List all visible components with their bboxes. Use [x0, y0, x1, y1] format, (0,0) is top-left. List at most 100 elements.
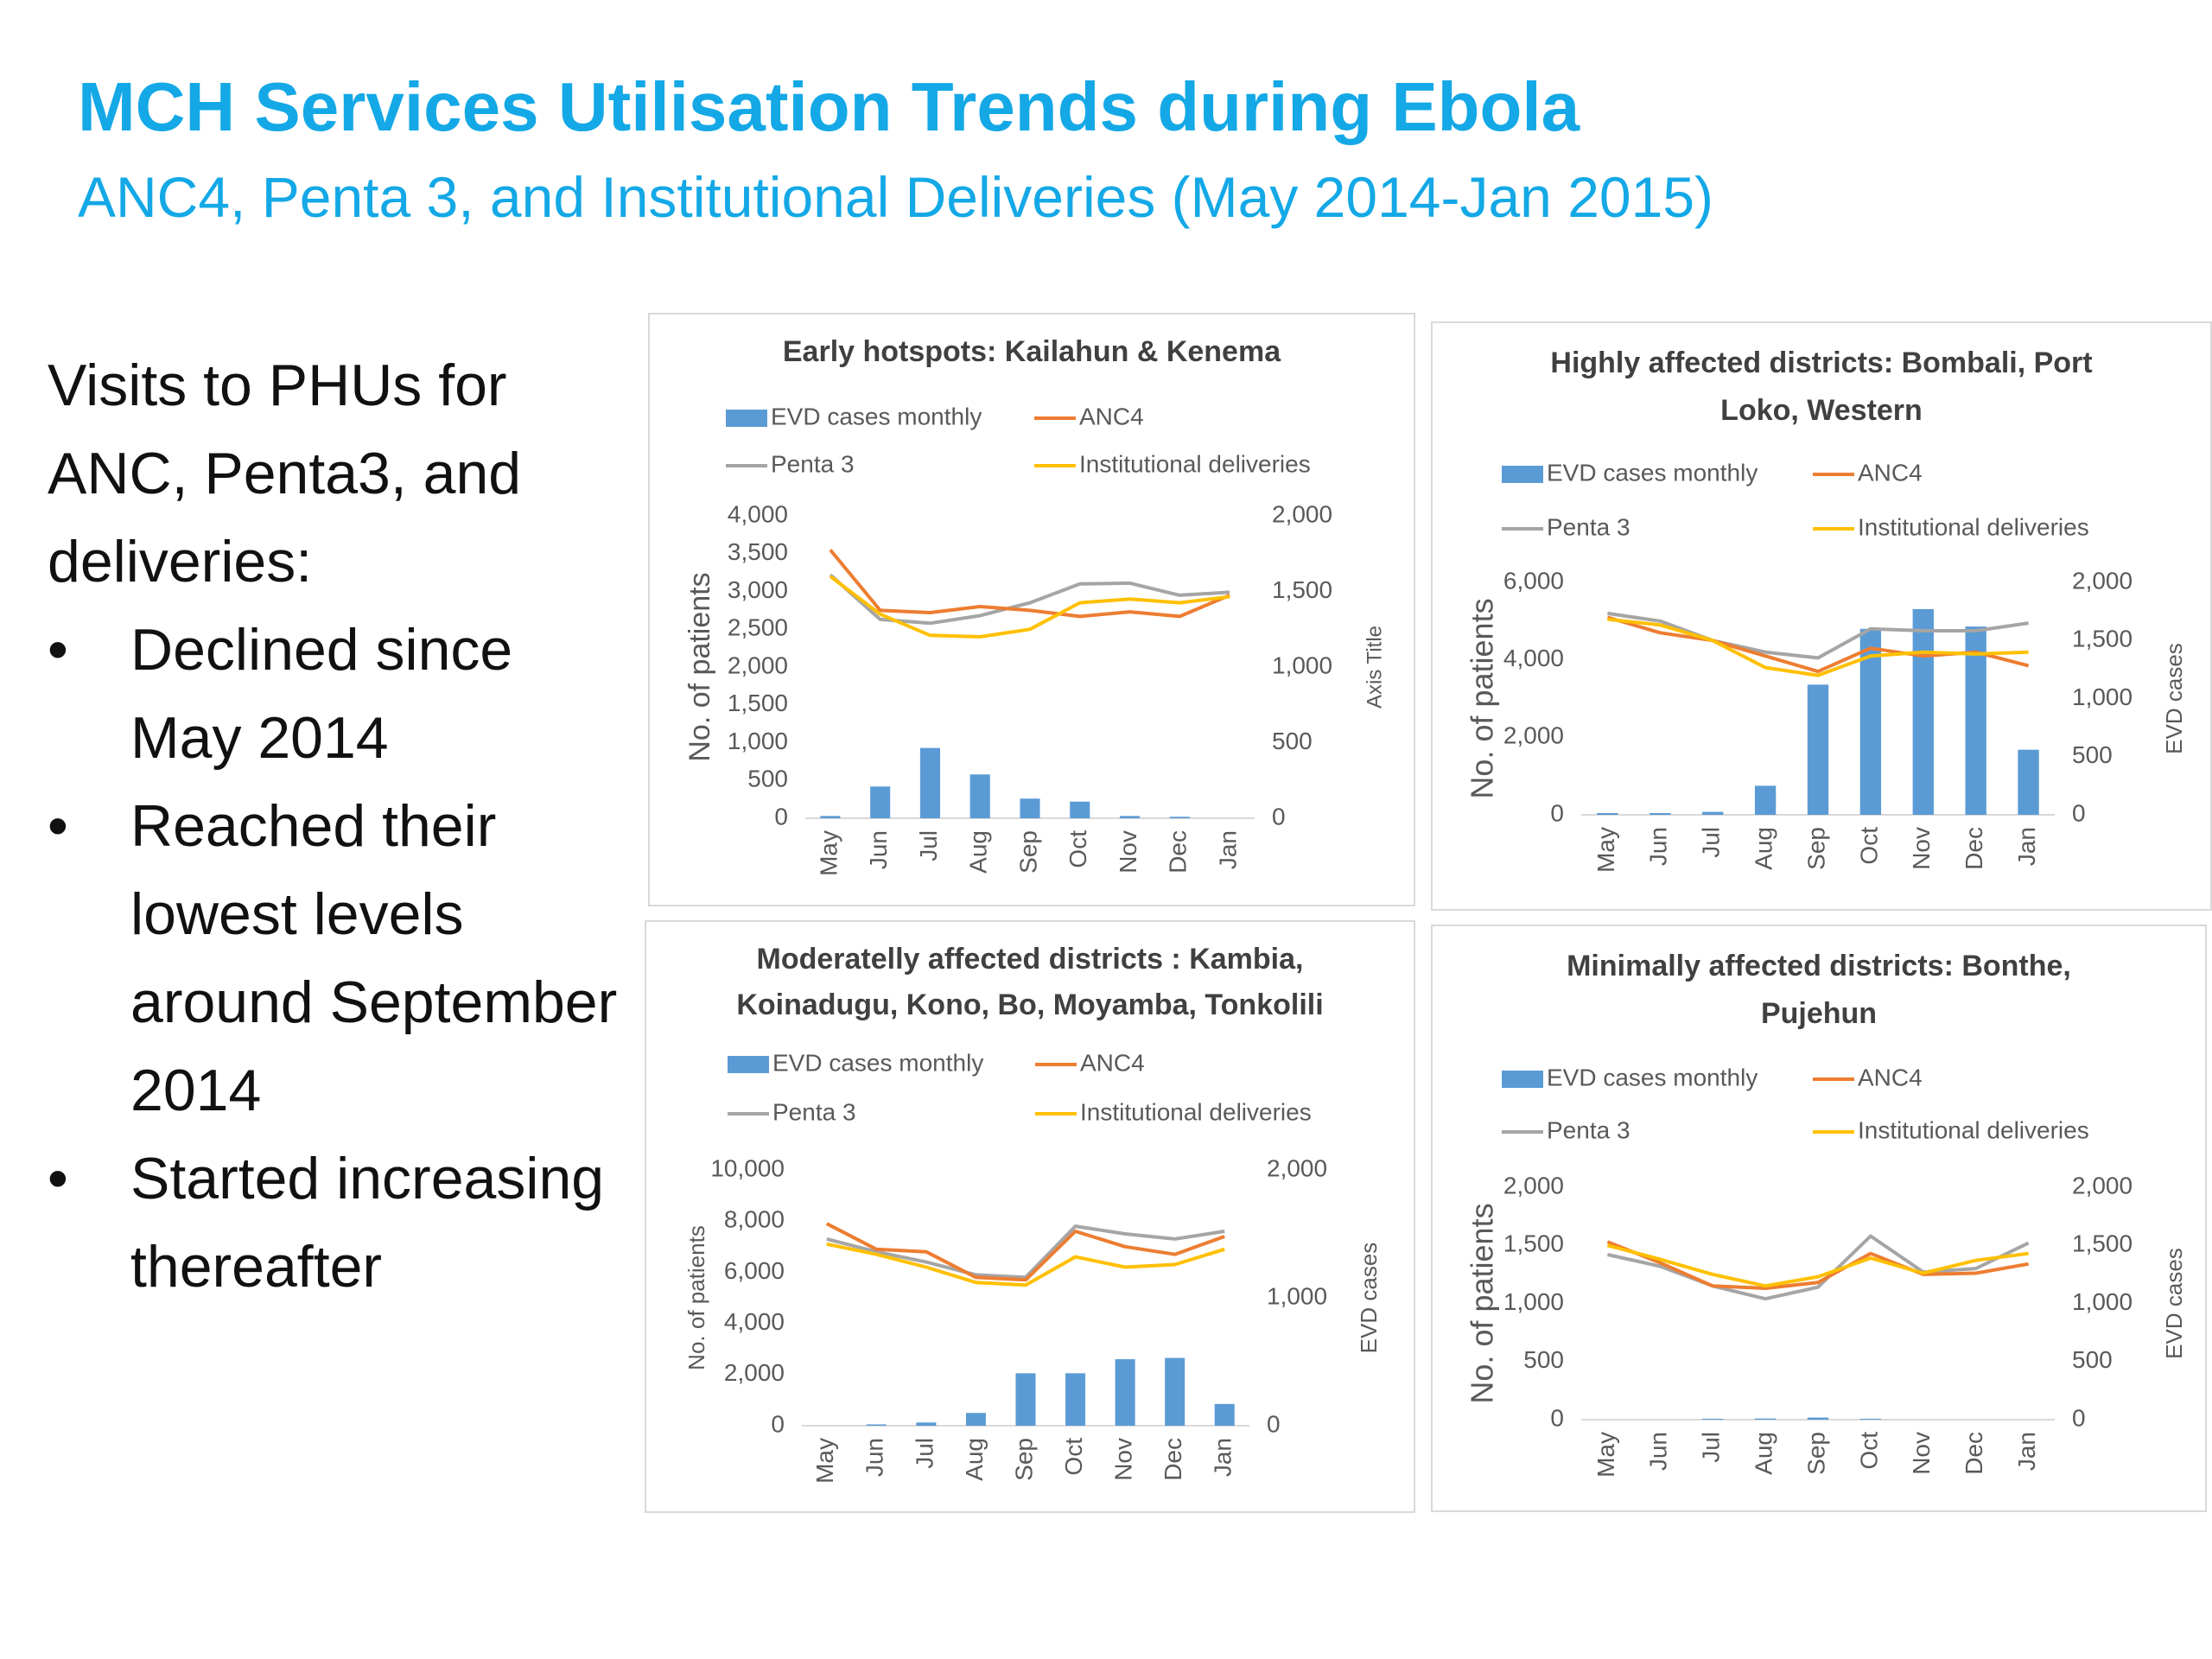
y2-tick-label: 0: [1267, 1410, 1281, 1437]
evd-bar: [1165, 1357, 1185, 1426]
legend-label: Institutional deliveries: [1858, 513, 2089, 540]
x-tick-label: Oct: [1065, 830, 1091, 868]
y-tick-label: 3,500: [728, 538, 788, 565]
y-tick-label: 0: [771, 1410, 785, 1437]
evd-bar: [1070, 801, 1090, 818]
legend-item: EVD cases monthly: [1502, 1064, 1758, 1090]
x-tick-label: Sep: [1014, 830, 1041, 874]
legend-item: Penta 3: [728, 1098, 856, 1125]
y2-tick-label: 1,000: [1272, 652, 1332, 678]
evd-bar: [1065, 1373, 1086, 1426]
bullet-item: Reached their lowest levels around Septe…: [48, 782, 635, 1135]
chart-svg: Minimally affected districts: Bonthe, Puj…: [1465, 950, 2187, 1478]
legend-label: ANC4: [1858, 459, 1923, 486]
y2-axis-title: EVD cases: [2161, 1248, 2187, 1359]
y2-tick-label: 1,000: [1267, 1282, 1327, 1309]
anc4-line: [1606, 1240, 2029, 1290]
penta3-line: [1606, 1234, 2030, 1301]
y2-tick-label: 1,000: [2072, 683, 2133, 710]
chart-title: Early hotspots: Kailahun & Kenema: [783, 335, 1281, 368]
evd-bar: [1965, 626, 1986, 815]
legend-item: ANC4: [1034, 403, 1144, 429]
x-tick-label: Sep: [1802, 827, 1829, 870]
institutional-deliveries-line: [1607, 617, 2029, 677]
evd-bar: [1169, 817, 1190, 818]
legend-label: EVD cases monthly: [1547, 459, 1758, 486]
bullet-item: Started increasing thereafter: [48, 1135, 635, 1311]
legend-item: Penta 3: [726, 450, 855, 477]
x-tick-label: Aug: [1751, 1432, 1777, 1475]
evd-bar: [919, 747, 940, 818]
institutional-deliveries-line: [829, 575, 1230, 639]
y2-axis-title: Axis Title: [1363, 626, 1386, 709]
legend-item: EVD cases monthly: [726, 403, 982, 429]
evd-bar: [1649, 812, 1671, 815]
evd-bar: [1807, 684, 1829, 815]
legend-item: Institutional deliveries: [1034, 450, 1311, 477]
legend-item: Institutional deliveries: [1035, 1098, 1312, 1125]
legend-swatch: [728, 1056, 769, 1073]
chart-panel-highly-affected: Highly affected districts: Bombali, Port…: [1431, 321, 2212, 911]
evd-bar: [1754, 785, 1777, 815]
evd-bar: [1115, 1359, 1135, 1426]
bullet-item: Declined since May 2014: [48, 606, 635, 782]
anc4-line: [829, 549, 1230, 619]
legend-item: ANC4: [1813, 459, 1923, 486]
y-tick-label: 1,500: [1503, 1230, 1564, 1257]
legend-label: Institutional deliveries: [1858, 1116, 2089, 1143]
y-tick-label: 500: [1523, 1346, 1564, 1373]
chart-title: Moderatelly affected districts : Kambia,: [757, 943, 1304, 976]
x-tick-label: Aug: [965, 830, 992, 874]
y2-axis-title: EVD cases: [2161, 643, 2187, 754]
y-tick-label: 2,000: [1503, 1172, 1564, 1198]
chart-panel-moderately-affected: Moderatelly affected districts : Kambia,…: [645, 920, 1415, 1513]
legend-label: Penta 3: [772, 1098, 856, 1125]
legend-item: Institutional deliveries: [1813, 513, 2089, 540]
y-tick-label: 500: [747, 766, 788, 792]
y-axis-title: No. of patients: [1465, 1203, 1500, 1403]
x-tick-label: Nov: [1908, 1432, 1935, 1475]
penta3-line: [826, 1224, 1225, 1280]
chart-title: Loko, Western: [1720, 394, 1923, 427]
y-tick-label: 3,000: [728, 576, 788, 603]
y-tick-label: 4,000: [728, 500, 788, 527]
penta3-line: [1607, 611, 2029, 660]
slide-title: MCH Services Utilisation Trends during E…: [78, 68, 1580, 145]
legend-label: EVD cases monthly: [1547, 1064, 1758, 1090]
evd-bar: [870, 786, 891, 818]
legend-swatch: [1502, 1071, 1543, 1088]
evd-bar: [2018, 749, 2039, 815]
evd-bar: [916, 1422, 937, 1426]
evd-bar: [1807, 1417, 1829, 1420]
y-tick-label: 2,000: [728, 652, 788, 678]
bullet-text: Visits to PHUs for ANC, Penta3, and deli…: [48, 341, 635, 1311]
y2-tick-label: 0: [1272, 803, 1286, 830]
y-tick-label: 0: [774, 803, 788, 830]
y2-tick-label: 1,500: [1272, 576, 1332, 603]
y-tick-label: 0: [1550, 799, 1564, 826]
x-tick-label: Aug: [1751, 827, 1777, 870]
y2-tick-label: 1,500: [2072, 626, 2133, 652]
institutional-deliveries-line: [1606, 1243, 2029, 1288]
y2-tick-label: 1,500: [2072, 1230, 2133, 1257]
x-tick-label: Nov: [1115, 830, 1141, 874]
legend-label: Institutional deliveries: [1080, 1098, 1312, 1125]
legend-swatch: [1502, 466, 1543, 483]
x-tick-label: Nov: [1908, 827, 1935, 870]
chart-svg: Early hotspots: Kailahun & Kenema EVD cas…: [683, 335, 1386, 876]
y2-tick-label: 500: [2072, 741, 2113, 768]
x-tick-label: Sep: [1802, 1432, 1829, 1475]
evd-bar: [1702, 1418, 1724, 1420]
legend-label: Penta 3: [1547, 513, 1630, 540]
x-tick-label: Jul: [915, 830, 942, 861]
chart-svg: Highly affected districts: Bombali, Port…: [1465, 346, 2187, 873]
x-tick-label: Jun: [1645, 1432, 1672, 1471]
x-tick-label: Nov: [1110, 1438, 1137, 1481]
evd-bar: [1702, 811, 1724, 815]
evd-bar: [1120, 816, 1141, 818]
legend-label: EVD cases monthly: [771, 403, 982, 429]
chart-svg: Moderatelly affected districts : Kambia,…: [683, 943, 1382, 1484]
evd-bar: [820, 816, 841, 818]
legend-swatch: [726, 410, 767, 427]
y-tick-label: 2,000: [1503, 722, 1564, 749]
